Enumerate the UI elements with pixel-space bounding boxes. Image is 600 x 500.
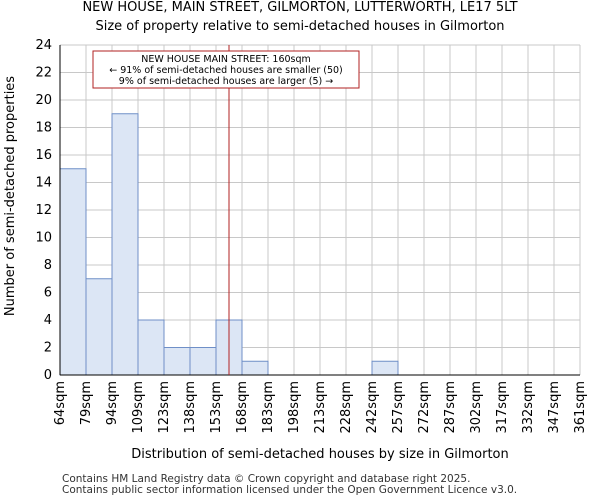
y-tick-label: 18	[35, 121, 52, 136]
annotation-line-3: 9% of semi-detached houses are larger (5…	[119, 76, 333, 87]
x-tick-label: 183sqm	[261, 381, 276, 434]
x-tick-label: 272sqm	[417, 381, 432, 434]
y-tick-label: 0	[44, 368, 52, 383]
annotation-box	[92, 50, 360, 89]
x-tick-label: 361sqm	[573, 381, 588, 434]
x-tick-label: 332sqm	[521, 381, 536, 434]
y-tick-label: 16	[35, 148, 52, 163]
y-tick-label: 22	[35, 66, 52, 81]
x-tick-label: 198sqm	[287, 381, 302, 434]
x-tick-label: 153sqm	[209, 381, 224, 434]
x-tick-label: 123sqm	[157, 381, 172, 434]
x-axis-label: Distribution of semi-detached houses by …	[131, 447, 509, 462]
y-tick-label: 12	[35, 203, 52, 218]
histogram-bar	[241, 360, 269, 376]
annotation-line-2: ← 91% of semi-detached houses are smalle…	[109, 65, 343, 76]
histogram-bar	[111, 113, 139, 376]
x-tick-label: 257sqm	[391, 381, 406, 434]
chart-subtitle: Size of property relative to semi-detach…	[95, 19, 505, 34]
histogram-bar	[163, 347, 191, 376]
x-tick-label: 94sqm	[105, 381, 120, 425]
y-tick-label: 20	[35, 93, 52, 108]
x-tick-label: 347sqm	[547, 381, 562, 434]
y-tick-label: 24	[35, 38, 52, 53]
chart-title: NEW HOUSE, MAIN STREET, GILMORTON, LUTTE…	[82, 0, 518, 15]
histogram-bar	[85, 278, 113, 376]
histogram-bar	[59, 168, 87, 376]
y-tick-label: 6	[44, 286, 52, 301]
y-tick-label: 8	[44, 258, 52, 273]
x-tick-label: 109sqm	[131, 381, 146, 434]
x-tick-label: 79sqm	[79, 381, 94, 425]
histogram-bar	[189, 347, 217, 376]
y-tick-label: 4	[44, 313, 52, 328]
histogram-bar	[371, 360, 399, 376]
x-tick-label: 287sqm	[443, 381, 458, 434]
footer-attribution-2: Contains public sector information licen…	[62, 484, 518, 496]
x-tick-label: 228sqm	[339, 381, 354, 434]
annotation-line-1: NEW HOUSE MAIN STREET: 160sqm	[141, 54, 311, 65]
x-tick-label: 138sqm	[183, 381, 198, 434]
x-tick-label: 64sqm	[53, 381, 68, 425]
x-tick-label: 242sqm	[365, 381, 380, 434]
x-tick-label: 302sqm	[469, 381, 484, 434]
x-tick-label: 168sqm	[235, 381, 250, 434]
histogram-bar	[137, 319, 165, 376]
x-tick-label: 317sqm	[495, 381, 510, 434]
y-tick-label: 10	[35, 231, 52, 246]
y-tick-label: 2	[44, 341, 52, 356]
y-axis-label: Number of semi-detached properties	[3, 76, 18, 316]
x-tick-label: 213sqm	[313, 381, 328, 434]
y-tick-label: 14	[35, 176, 52, 191]
footer-attribution-1: Contains HM Land Registry data © Crown c…	[62, 473, 471, 485]
